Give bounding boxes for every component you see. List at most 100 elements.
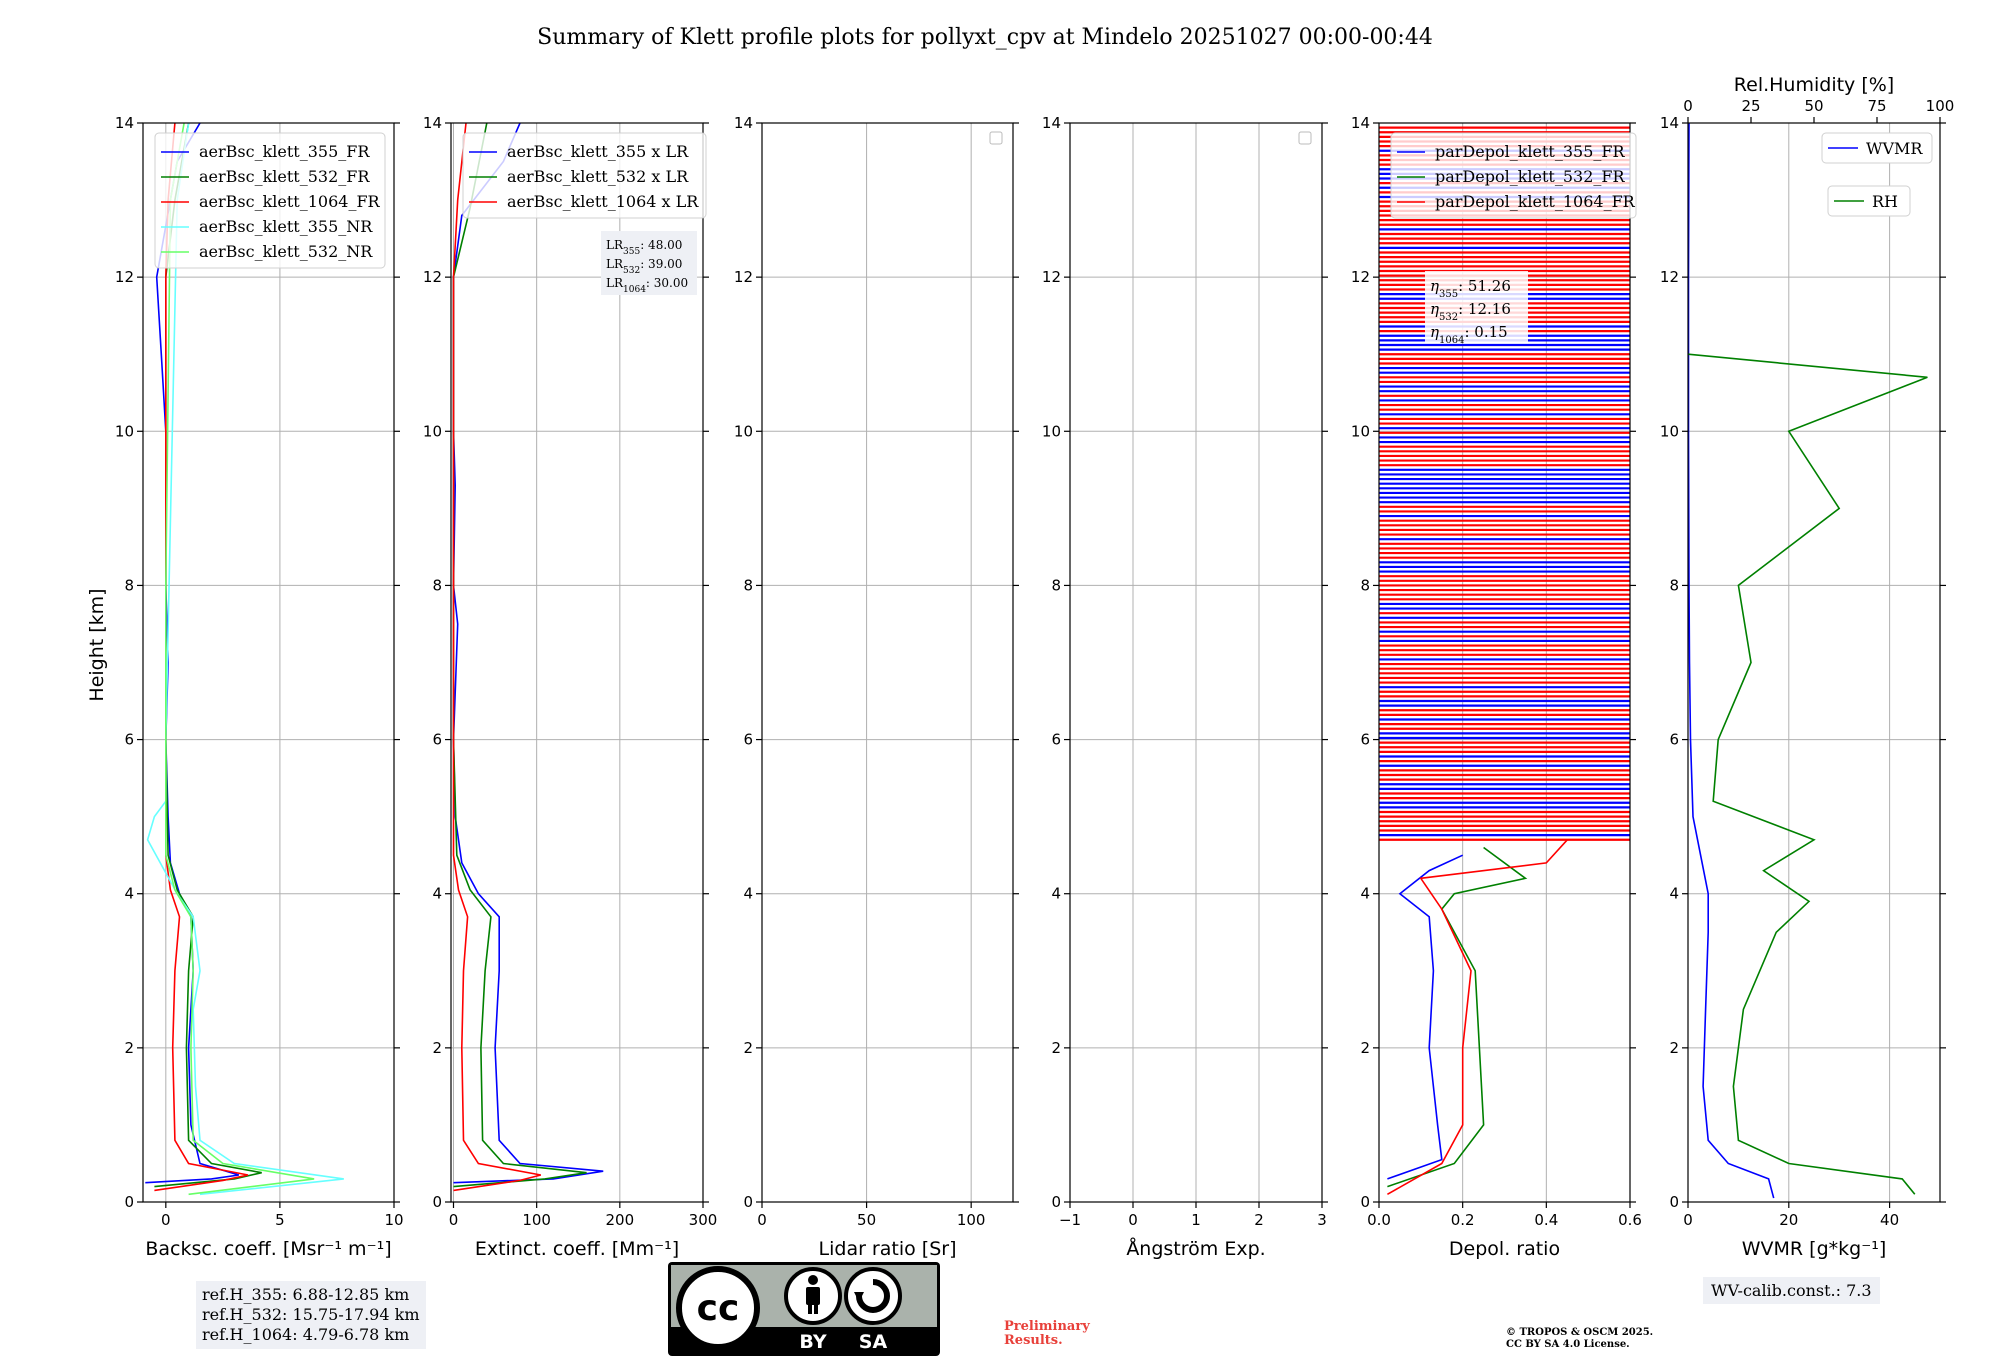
series-line-parDepol_klett_355_FR bbox=[1387, 854, 1464, 1180]
y-tick-label: 10 bbox=[115, 422, 134, 440]
axes-frame bbox=[1378, 122, 1631, 1203]
y-tick-label: 4 bbox=[1360, 885, 1370, 903]
y-tick-label: 8 bbox=[1669, 576, 1679, 594]
x2-tick-label: 0 bbox=[1683, 97, 1693, 115]
lidar-ratio-entry: LR355: 48.00 bbox=[606, 238, 682, 257]
figure-title: Summary of Klett profile plots for polly… bbox=[537, 25, 1433, 50]
x-tick-label: 0 bbox=[757, 1211, 767, 1229]
y-tick-label: 14 bbox=[1042, 114, 1061, 132]
legend-box bbox=[1390, 132, 1637, 219]
cc-sa-label: SA bbox=[859, 1331, 888, 1353]
series-line-aerBsc_klett_355_NR bbox=[146, 123, 344, 1196]
legend-box bbox=[1827, 185, 1911, 217]
eta-entry: η1064: 0.15 bbox=[1430, 323, 1508, 346]
x-tick-label: 0.6 bbox=[1618, 1211, 1642, 1229]
series-line-RH bbox=[1688, 353, 1928, 1195]
lidar-ratio-entry: LR1064: 30.00 bbox=[606, 276, 688, 295]
legend-box bbox=[462, 132, 707, 219]
x2-tick-label: 25 bbox=[1741, 97, 1760, 115]
copyright-line-1: © TROPOS & OSCM 2025. bbox=[1506, 1327, 1654, 1338]
x-tick-label: 0.0 bbox=[1367, 1211, 1391, 1229]
y-tick-label: 0 bbox=[1051, 1193, 1061, 1211]
chart-panel-extinction: 0 2 4 6 8 10 12 14 0 100 200 300 Extinct. coeff. [Mm… bbox=[423, 114, 717, 1260]
x-tick-label: 20 bbox=[1779, 1211, 1798, 1229]
legend-box bbox=[1821, 132, 1933, 164]
x-tick-label: 50 bbox=[857, 1211, 876, 1229]
y-tick-label: 6 bbox=[1360, 731, 1370, 749]
axes-frame bbox=[761, 122, 1014, 1203]
series-group bbox=[145, 123, 344, 1196]
x-tick-label: 0 bbox=[1128, 1211, 1138, 1229]
x-tick-label: 5 bbox=[275, 1211, 285, 1229]
y-tick-label: 14 bbox=[734, 114, 753, 132]
x-tick-label: 100 bbox=[522, 1211, 551, 1229]
y-tick-label: 14 bbox=[1351, 114, 1370, 132]
y-tick-label: 6 bbox=[1051, 731, 1061, 749]
y-tick-label: 6 bbox=[124, 731, 134, 749]
y-tick-label: 2 bbox=[124, 1039, 134, 1057]
y-tick-label: 12 bbox=[115, 268, 134, 286]
y-tick-label: 4 bbox=[1669, 885, 1679, 903]
x-axis-label: Extinct. coeff. [Mm⁻¹] bbox=[475, 1238, 679, 1260]
series-group bbox=[1688, 123, 1928, 1199]
legend-entry: aerBsc_klett_1064 x LR bbox=[507, 192, 699, 211]
series-line-parDepol_klett_1064_FR bbox=[1387, 839, 1568, 1195]
x-axis-label: Backsc. coeff. [Msr⁻¹ m⁻¹] bbox=[145, 1238, 391, 1260]
y-tick-label: 12 bbox=[734, 268, 753, 286]
y-tick-label: 4 bbox=[743, 885, 753, 903]
wv-calib-text: WV-calib.const.: 7.3 bbox=[1711, 1281, 1872, 1300]
legend-entry: aerBsc_klett_532_FR bbox=[199, 167, 370, 186]
y-tick-label: 8 bbox=[1360, 576, 1370, 594]
y-tick-label: 0 bbox=[124, 1193, 134, 1211]
axes-frame bbox=[1687, 122, 1941, 1203]
y-tick-label: 4 bbox=[1051, 885, 1061, 903]
x2-tick-label: 50 bbox=[1804, 97, 1823, 115]
y-tick-label: 6 bbox=[1669, 731, 1679, 749]
series-line-aerBsc_klett_1064_FR bbox=[154, 123, 249, 1192]
x-tick-label: 0 bbox=[1683, 1211, 1693, 1229]
x-tick-label: 3 bbox=[1317, 1211, 1327, 1229]
series-line-aerBsc_klett_1064 x LR bbox=[452, 123, 542, 1192]
series-line-aerBsc_klett_532_NR bbox=[165, 123, 315, 1196]
y-tick-label: 2 bbox=[1360, 1039, 1370, 1057]
y-tick-label: 2 bbox=[1669, 1039, 1679, 1057]
x2-axis-label: Rel.Humidity [%] bbox=[1734, 74, 1894, 96]
y-tick-label: 12 bbox=[1042, 268, 1061, 286]
x-tick-label: 40 bbox=[1880, 1211, 1899, 1229]
series-line-aerBsc_klett_532_FR bbox=[154, 123, 262, 1188]
y-tick-label: 14 bbox=[115, 114, 134, 132]
series-line-parDepol_klett_532_FR bbox=[1387, 846, 1528, 1188]
ref-height-532: ref.H_532: 15.75-17.94 km bbox=[202, 1305, 420, 1324]
chart-panel-depol: 0 2 4 6 8 10 12 14 0.0 0.2 0.4 0.6 Depol. ratio parDe… bbox=[1351, 114, 1642, 1260]
lidar-ratio-box bbox=[601, 231, 697, 295]
eta-entry: η532: 12.16 bbox=[1430, 300, 1511, 323]
legend-entry: aerBsc_klett_532_NR bbox=[199, 242, 373, 261]
x-tick-label: 2 bbox=[1254, 1211, 1264, 1229]
y-tick-label: 12 bbox=[1351, 268, 1370, 286]
series-line-aerBsc_klett_355 x LR bbox=[452, 123, 604, 1184]
legend-entry: parDepol_klett_355_FR bbox=[1435, 142, 1626, 161]
depol-noise-bands bbox=[1379, 126, 1630, 841]
axes-frame bbox=[142, 122, 395, 1203]
y-tick-label: 2 bbox=[743, 1039, 753, 1057]
legend-entry: aerBsc_klett_532 x LR bbox=[507, 167, 689, 186]
y-tick-label: 10 bbox=[1042, 422, 1061, 440]
chart-panel-backscatter: 0 2 4 6 8 10 12 14 0 5 10 Backsc. coeff. [Msr⁻¹ m⁻¹… bbox=[115, 114, 404, 1260]
x-axis-label: Lidar ratio [Sr] bbox=[819, 1238, 957, 1260]
y-tick-label: 10 bbox=[734, 422, 753, 440]
series-line-aerBsc_klett_532 x LR bbox=[452, 123, 587, 1188]
wv-calib-box: WV-calib.const.: 7.3 bbox=[1703, 1277, 1880, 1304]
series-group bbox=[1387, 839, 1568, 1195]
legend-entry: aerBsc_klett_355_FR bbox=[199, 142, 370, 161]
axes-frame bbox=[450, 122, 704, 1203]
cc-by-label: BY bbox=[799, 1331, 826, 1353]
preliminary-note: Preliminary Results. bbox=[1004, 1320, 1090, 1348]
cc-by-sa-icon: cc BY SA bbox=[668, 1262, 940, 1356]
x-tick-label: 100 bbox=[957, 1211, 986, 1229]
preliminary-line-2: Results. bbox=[1004, 1333, 1063, 1348]
x-tick-label: −1 bbox=[1059, 1211, 1081, 1229]
x-tick-label: 0.4 bbox=[1534, 1211, 1558, 1229]
